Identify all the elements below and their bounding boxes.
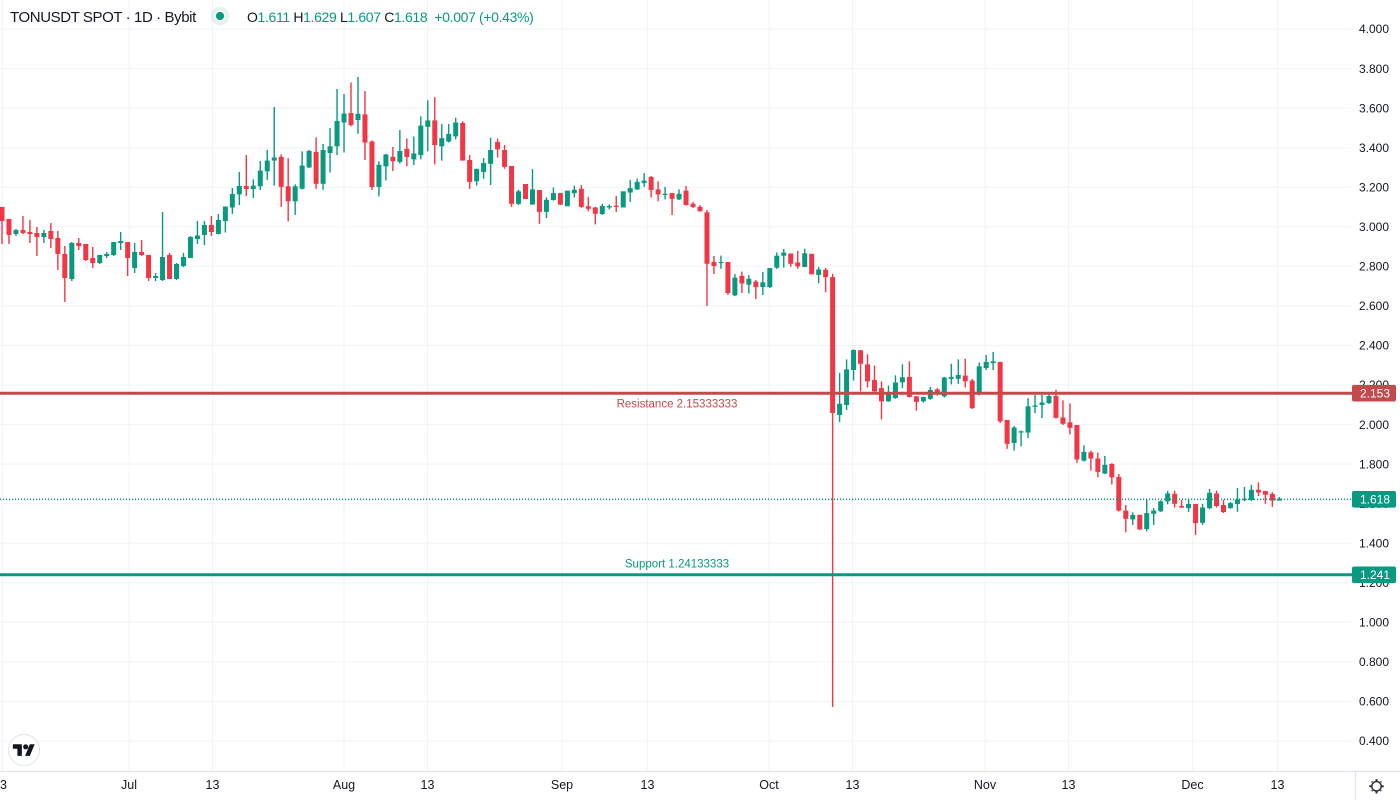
svg-text:Nov: Nov	[974, 778, 997, 792]
svg-text:Support 1.24133333: Support 1.24133333	[625, 559, 729, 571]
svg-text:TONUSDT SPOT · 1D · Bybit: TONUSDT SPOT · 1D · Bybit	[10, 9, 197, 26]
svg-text:2.600: 2.600	[1359, 299, 1389, 313]
svg-text:Dec: Dec	[1181, 778, 1203, 792]
svg-text:2.800: 2.800	[1359, 260, 1389, 274]
svg-text:3.200: 3.200	[1359, 180, 1389, 194]
svg-text:Oct: Oct	[759, 778, 779, 792]
svg-text:1.800: 1.800	[1359, 457, 1389, 471]
svg-text:1.000: 1.000	[1359, 616, 1389, 630]
svg-text:1.400: 1.400	[1359, 536, 1389, 550]
svg-text:2.000: 2.000	[1359, 418, 1389, 432]
svg-text:13: 13	[846, 778, 860, 792]
svg-text:4.000: 4.000	[1359, 22, 1389, 36]
svg-text:3.000: 3.000	[1359, 220, 1389, 234]
svg-text:1.241: 1.241	[1360, 568, 1390, 582]
svg-text:O1.611 H1.629 L1.607 C1.618 +: O1.611 H1.629 L1.607 C1.618 +0.007 (+0.4…	[247, 9, 533, 25]
svg-text:13: 13	[206, 778, 220, 792]
svg-text:13: 13	[421, 778, 435, 792]
svg-text:1.618: 1.618	[1360, 493, 1390, 507]
svg-text:Sep: Sep	[551, 778, 573, 792]
svg-text:3.800: 3.800	[1359, 62, 1389, 76]
svg-text:13: 13	[0, 778, 7, 792]
svg-text:13: 13	[1271, 778, 1285, 792]
svg-text:13: 13	[641, 778, 655, 792]
svg-text:3.600: 3.600	[1359, 101, 1389, 115]
svg-text:0.600: 0.600	[1359, 695, 1389, 709]
svg-text:0.800: 0.800	[1359, 655, 1389, 669]
svg-text:Jul: Jul	[121, 778, 137, 792]
svg-text:2.153: 2.153	[1360, 386, 1390, 400]
svg-text:13: 13	[1062, 778, 1076, 792]
svg-text:3.400: 3.400	[1359, 141, 1389, 155]
svg-text:0.400: 0.400	[1359, 734, 1389, 748]
svg-text:2.400: 2.400	[1359, 339, 1389, 353]
svg-text:Resistance 2.15333333: Resistance 2.15333333	[617, 399, 738, 411]
svg-text:Aug: Aug	[333, 778, 355, 792]
